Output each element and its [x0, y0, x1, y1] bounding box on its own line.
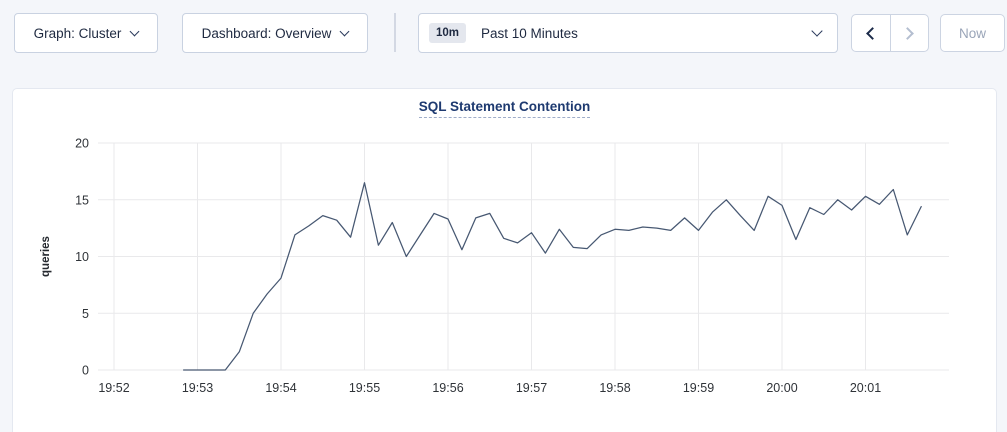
time-range-label: Past 10 Minutes [481, 25, 578, 41]
y-tick-label: 5 [82, 307, 89, 321]
y-tick-label: 10 [75, 250, 89, 264]
chevron-left-icon [866, 26, 880, 40]
chevron-down-icon [811, 25, 823, 37]
chevron-down-icon [129, 26, 140, 36]
y-axis-label: queries [40, 236, 52, 277]
x-tick-label: 19:57 [516, 381, 547, 395]
time-range-selector[interactable]: 10m Past 10 Minutes [418, 13, 838, 53]
dashboard-dropdown-label: Dashboard: Overview [201, 25, 332, 41]
x-tick-label: 19:56 [432, 381, 463, 395]
y-tick-label: 15 [75, 193, 89, 207]
time-window-nav [851, 14, 929, 52]
prev-time-window-button[interactable] [852, 15, 890, 51]
x-tick-label: 19:55 [349, 381, 380, 395]
y-tick-label: 20 [75, 137, 89, 151]
chart-title[interactable]: SQL Statement Contention [418, 99, 591, 118]
toolbar-divider [394, 13, 396, 52]
graph-dropdown[interactable]: Graph: Cluster [14, 13, 158, 53]
series-line [182, 182, 922, 371]
x-tick-label: 19:58 [599, 381, 630, 395]
x-tick-label: 19:52 [98, 381, 129, 395]
x-tick-label: 20:00 [766, 381, 797, 395]
chart-card: SQL Statement Contention 0 5 10 15 20 19:52 19… [12, 88, 997, 432]
x-tick-label: 19:59 [683, 381, 714, 395]
chevron-right-icon [900, 26, 914, 40]
time-range-badge: 10m [429, 23, 467, 43]
x-tick-label: 19:53 [182, 381, 213, 395]
chart-title-row: SQL Statement Contention [13, 98, 996, 118]
now-button[interactable]: Now [940, 14, 1005, 52]
x-tick-label: 19:54 [265, 381, 296, 395]
dashboard-dropdown[interactable]: Dashboard: Overview [182, 13, 368, 53]
sql-statement-contention-chart[interactable]: 0 5 10 15 20 19:52 19:53 19:54 19:55 19:56 19:57 19… [13, 131, 998, 421]
next-time-window-button[interactable] [889, 15, 929, 51]
now-button-label: Now [958, 25, 986, 41]
chevron-down-icon [339, 26, 350, 36]
y-tick-label: 0 [82, 364, 89, 378]
graph-dropdown-label: Graph: Cluster [33, 25, 122, 41]
x-tick-label: 20:01 [850, 381, 881, 395]
